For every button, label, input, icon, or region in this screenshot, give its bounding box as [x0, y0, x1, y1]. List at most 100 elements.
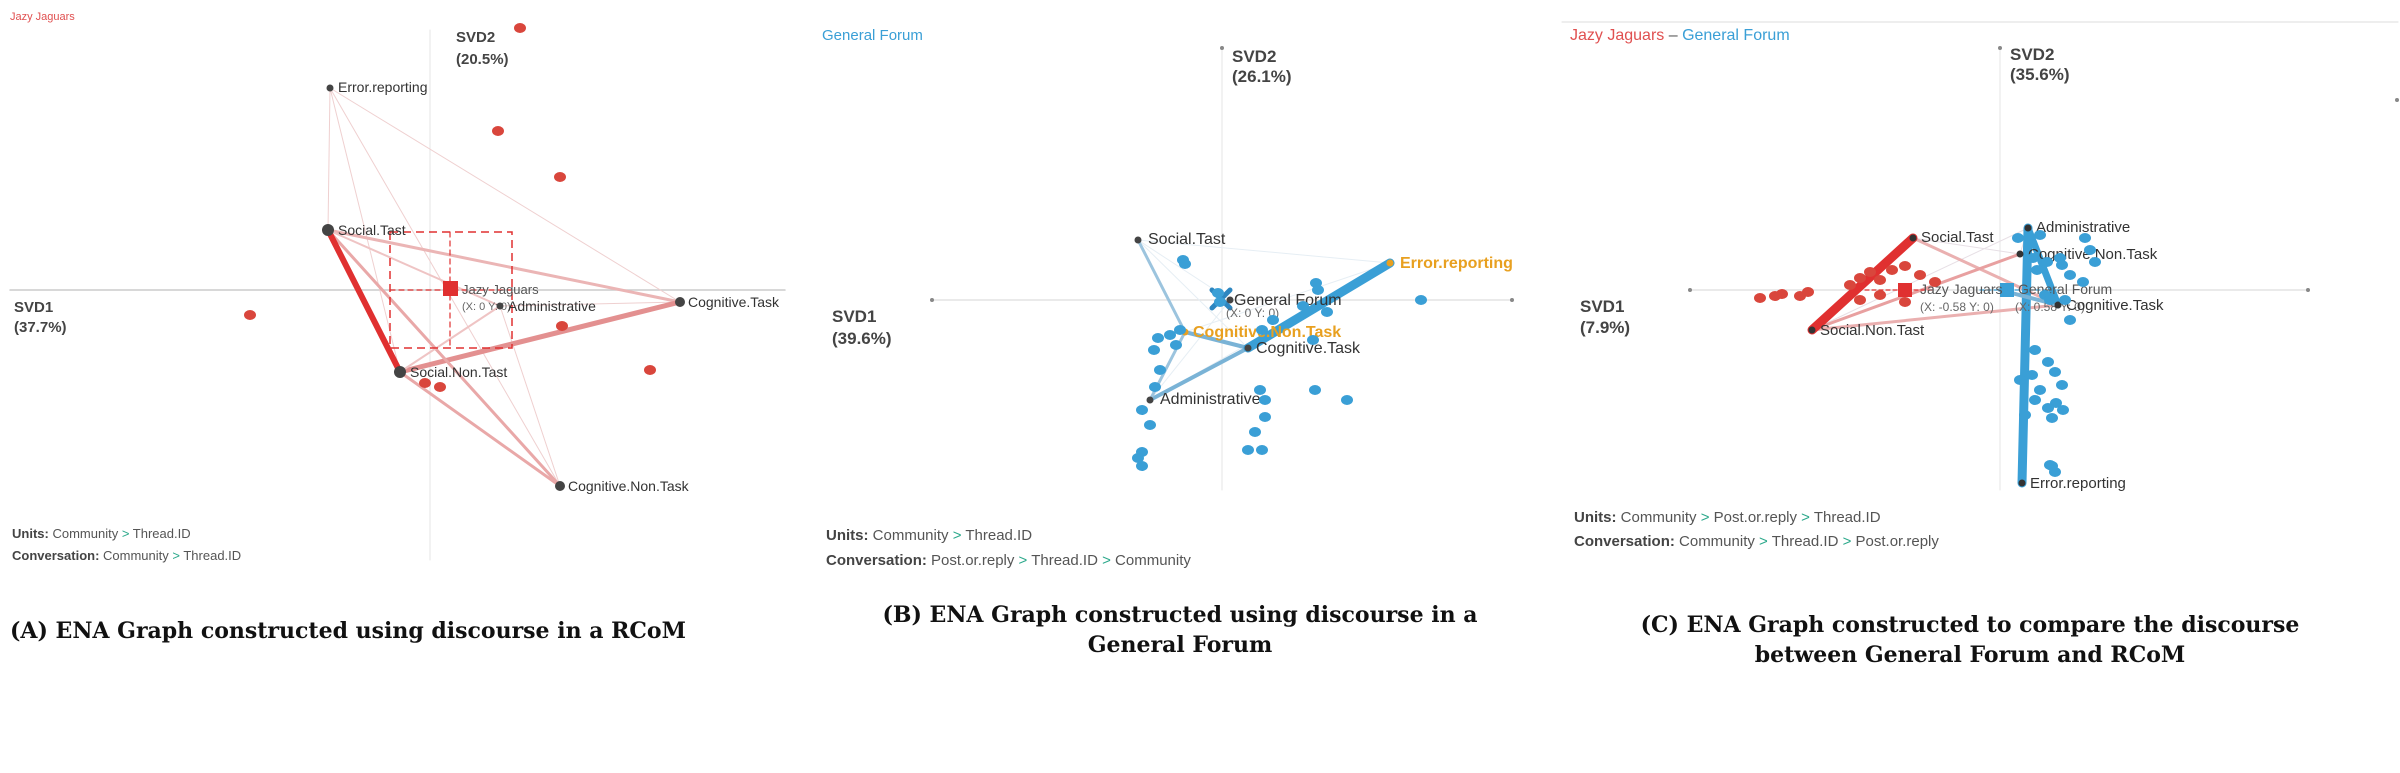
- panel-b-unit-point: [1174, 325, 1186, 335]
- panel-c-unit-point: [2014, 375, 2026, 385]
- panel-b-svd2-label: SVD2: [1232, 47, 1276, 66]
- panel-a-mean-marker: [443, 281, 458, 296]
- panel-c-unit-point: [2026, 370, 2038, 380]
- panel-a-mean-label: Jazy Jaguars: [462, 282, 539, 297]
- panel-c-unit-point: [2012, 233, 2024, 243]
- panel-c-unit-point: [2077, 277, 2089, 287]
- panel-a-svd2-pct: (20.5%): [456, 51, 509, 68]
- panel-c-node: [2018, 479, 2026, 487]
- panel-c-unit-point: [1844, 280, 1856, 290]
- panel-b-node: [1146, 396, 1154, 404]
- panel-b-edge-faint: [1137, 239, 1391, 264]
- panel-c-unit-point: [1754, 293, 1766, 303]
- panel-a-node: [326, 84, 334, 92]
- panel-b-node-label: Cognitive.Task: [1256, 340, 1361, 357]
- panel-c-mean-general: [2000, 283, 2014, 297]
- panel-c-unit-point: [2079, 233, 2091, 243]
- panel-b-unit-point: [1267, 315, 1279, 325]
- panel-c-node: [1909, 234, 1917, 242]
- panel-a-unit-point: [554, 172, 566, 182]
- panel-c-svd1-pct: (7.9%): [1580, 318, 1630, 337]
- panel-b-unit-point: [1415, 295, 1427, 305]
- panel-b-svd1-label: SVD1: [832, 307, 876, 326]
- panel-c-mean-jazy: [1898, 283, 1912, 297]
- panel-c-mean-coords: (X: -0.58 Y: 0): [1920, 300, 1994, 314]
- caption-c: (C) ENA Graph constructed to compare the…: [1640, 612, 2300, 668]
- panel-c-edge-strong: [1807, 233, 1918, 335]
- panel-b-unit-point: [1242, 445, 1254, 455]
- panel-a-svd1-label: SVD1: [14, 299, 53, 316]
- panel-c-unit-point: [2046, 461, 2058, 471]
- panel-c-edge: [1810, 303, 2060, 332]
- panel-a-unit-point: [419, 378, 431, 388]
- caption-b: (B) ENA Graph constructed using discours…: [882, 602, 1478, 658]
- panel-b-unit-point: [1144, 420, 1156, 430]
- panel-b-unit-point: [1307, 335, 1319, 345]
- panel-b-unit-point: [1312, 285, 1324, 295]
- panel-b-unit-point: [1152, 333, 1164, 343]
- panel-b-edge-faint: [1149, 299, 1231, 401]
- panel-a-node: [675, 297, 685, 307]
- panel-a-node-label: Administrative: [508, 298, 596, 314]
- panel-c-unit-point: [2064, 315, 2076, 325]
- panel-c-unit-point: [2042, 357, 2054, 367]
- panel-c-unit-point: [2084, 245, 2096, 255]
- panel-c-unit-point: [2056, 260, 2068, 270]
- panel-c-unit-point: [2044, 295, 2056, 305]
- panel-c-unit-point: [2019, 410, 2031, 420]
- panel-b-unit-point: [1136, 461, 1148, 471]
- panel-b-unit-point: [1170, 340, 1182, 350]
- panel-b-node-label: Administrative: [1160, 391, 1261, 408]
- panel-a-node: [394, 366, 406, 378]
- panel-b-mean-coords: (X: 0 Y: 0): [1226, 306, 1279, 320]
- panel-c-edge-strong: [2024, 224, 2062, 309]
- panel-c-node-label: Administrative: [2036, 219, 2130, 236]
- panel-c-unit-point: [2056, 380, 2068, 390]
- panel-c-node: [2024, 224, 2032, 232]
- panel-b-edge: [1148, 346, 1250, 402]
- panel-c-axis-end: [1998, 46, 2002, 50]
- panel-c-unit-point: [2049, 367, 2061, 377]
- panel-c-unit-point: [1854, 295, 1866, 305]
- panel-a-mean-coords: (X: 0 Y: 0): [462, 301, 511, 313]
- panel-b-unit-point: [1321, 307, 1333, 317]
- panel-b-svd1-pct: (39.6%): [832, 329, 892, 348]
- panel-b-unit-point: [1154, 365, 1166, 375]
- panel-a-edge-faint: [327, 87, 331, 231]
- panel-a-edge: [327, 229, 501, 307]
- panel-c-edge-strong: [2017, 223, 2033, 488]
- panel-c-units: Units: Community > Post.or.reply > Threa…: [1574, 509, 1881, 526]
- panel-b-unit-point: [1259, 412, 1271, 422]
- panel-b-unit-point: [1179, 259, 1191, 269]
- panel-c-unit-point: [2031, 265, 2043, 275]
- panel-b-units: Units: Community > Thread.ID: [826, 527, 1032, 544]
- panel-c-unit-point: [2029, 345, 2041, 355]
- panel-a-edge-strong: [325, 227, 403, 375]
- panel-b-edge: [1136, 238, 1187, 334]
- panel-c-node-label: Cognitive.Task: [2066, 297, 2164, 314]
- panel-b-unit-point: [1148, 345, 1160, 355]
- panel-b-node-label: General Forum: [1234, 292, 1342, 309]
- panel-a-edge: [398, 370, 562, 488]
- panel-c-unit-point: [1929, 277, 1941, 287]
- panel-a-edge: [326, 228, 562, 488]
- panel-c-node: [2016, 250, 2024, 258]
- panel-c-unit-point: [1874, 275, 1886, 285]
- panel-c-unit-point: [2034, 230, 2046, 240]
- panel-a-edge-faint: [499, 301, 681, 307]
- panel-a-node-label: Social.Non.Tast: [410, 364, 507, 380]
- panel-c-unit-point: [2059, 295, 2071, 305]
- panel-b-axis-end: [1510, 298, 1514, 302]
- panel-b-unit-point: [1297, 301, 1309, 311]
- panel-b-unit-point: [1149, 382, 1161, 392]
- panel-a-node: [322, 224, 334, 236]
- panel-b-svd2-pct: (26.1%): [1232, 67, 1292, 86]
- caption-a: (A) ENA Graph constructed using discours…: [10, 618, 686, 644]
- panel-c-svd1-label: SVD1: [1580, 297, 1624, 316]
- panel-a-node-label: Social.Tast: [338, 222, 406, 238]
- panel-a-unit-point: [644, 365, 656, 375]
- panel-c-edge: [1911, 236, 2060, 307]
- panel-b-header: General Forum: [822, 27, 923, 44]
- panel-c-mean-label: Jazy Jaguars: [1920, 281, 2002, 297]
